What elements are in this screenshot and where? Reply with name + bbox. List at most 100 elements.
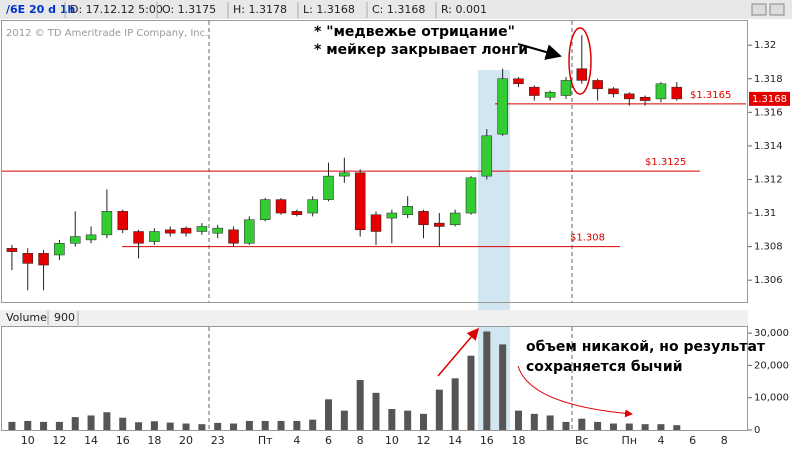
candle-body [164,229,176,234]
volume-bar [388,409,396,430]
volume-bar [435,389,443,430]
candle-body [513,78,524,85]
volume-value: 900 [54,311,75,324]
candle-body [6,248,18,252]
candle-body [544,91,556,98]
x-tick-label: 8 [357,434,364,447]
volume-bar [451,378,459,430]
volume-bar [625,423,633,430]
volume-bar [483,331,491,430]
x-tick-label: 6 [325,434,332,447]
x-tick-label: 16 [116,434,130,447]
candle-body [624,93,635,100]
level-label: $1.3125 [645,157,686,168]
icon[interactable] [769,3,785,16]
candle-body [449,212,461,226]
header-field: D: 17.12.12 5:00 [70,3,163,16]
volume-bar [87,415,95,430]
volume-bar [166,422,174,430]
y-tick-label: 1.308 [754,242,783,253]
header-field: H: 1.3178 [233,3,287,16]
candle-body [133,231,144,244]
level-label: $1.308 [570,233,605,244]
candle-body [101,211,113,236]
annotation: объем никакой, но результат [526,339,766,355]
x-tick-label: 4 [293,434,300,447]
y-tick-label: 1.312 [754,174,783,185]
candle-body [22,253,33,264]
volume-bar [467,355,475,430]
y-tick-label: 1.31 [754,208,776,219]
candle-body [180,227,192,234]
volume-bar [71,417,79,430]
candle-body [149,231,160,242]
symbol[interactable]: /6E 20 d 1h [6,3,75,16]
candle-body [481,135,493,177]
candle-body [608,88,619,95]
candle-body [339,172,350,177]
x-tick-label: 8 [721,434,728,447]
candle-body [386,212,398,219]
candle-body [497,78,508,135]
candle-body [244,219,255,244]
volume-bar [641,424,649,430]
arrow [437,327,479,377]
header-field: C: 1.3168 [372,3,425,16]
x-tick-label: Пт [258,434,273,447]
x-tick-label: 20 [179,434,193,447]
x-tick-label: 10 [385,434,399,447]
candle-body [639,96,651,101]
x-tick-label: 10 [21,434,35,447]
annotation: * "медвежье отрицание" [314,24,515,40]
x-tick-label: Вс [575,434,589,447]
candle-body [38,253,49,266]
arrow [517,43,562,60]
candle-body [212,227,223,234]
annotation: * мейкер закрывает лонги [314,42,528,58]
volume-bar [372,392,380,430]
candle-body [529,86,540,96]
candle-body [418,211,429,226]
volume-bar [514,410,522,430]
volume-bar [578,418,586,430]
volume-bar [119,417,127,430]
volume-bar [293,420,301,430]
x-tick-label: 12 [416,434,430,447]
y-tick-label: 0 [754,425,760,436]
last-price-box [749,91,790,106]
volume-bar [530,413,538,430]
volume-bar [214,422,222,430]
candle-body [323,175,334,200]
volume-label: Volume [6,311,47,324]
volume-bar [245,420,253,430]
highlight-ellipse [568,27,592,95]
volume-bar [594,421,602,430]
icon[interactable] [751,3,767,16]
x-tick-label: 18 [147,434,161,447]
volume-bar [546,415,554,430]
level-label: $1.3165 [690,90,731,101]
volume-bar [657,424,665,430]
x-tick-label: 16 [480,434,494,447]
candle-body [291,211,303,215]
volume-bar [325,399,333,430]
y-tick-label: 1.306 [754,275,783,286]
x-tick-label: 23 [211,434,225,447]
candle-body [259,199,271,221]
candle-body [434,222,445,227]
volume-bar [356,379,364,430]
x-tick-label: 14 [448,434,462,447]
candle-body [85,234,97,241]
y-tick-label: 1.318 [754,74,783,85]
candle-body [655,83,667,100]
candle-body [117,211,128,231]
x-tick-label: 12 [52,434,66,447]
volume-bar [103,412,111,430]
candle-body [69,236,81,244]
y-tick-label: 1.32 [754,40,776,51]
candle-body [354,172,366,231]
candle-body [465,177,477,214]
candle-body [576,68,588,81]
